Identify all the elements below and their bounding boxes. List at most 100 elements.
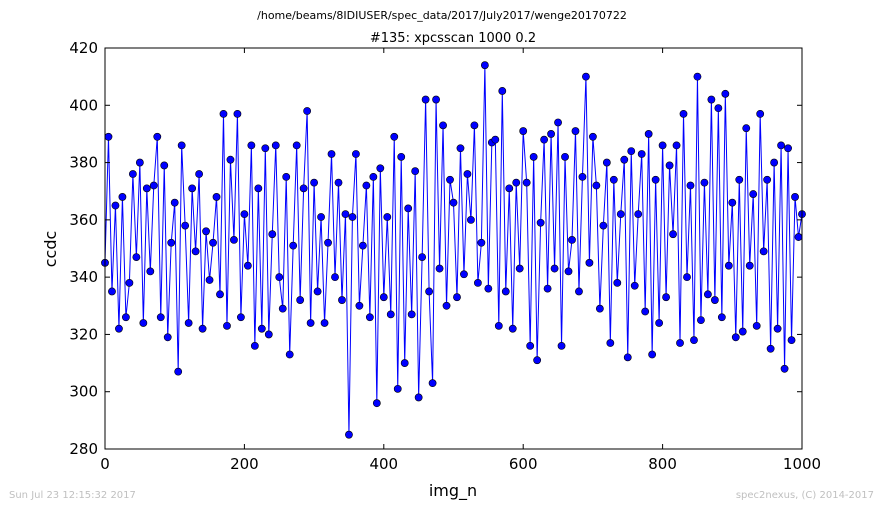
data-point (585, 258, 594, 267)
data-point (463, 170, 472, 178)
data-point (710, 296, 719, 304)
data-point (777, 141, 785, 150)
data-point (630, 281, 639, 290)
chart-title: #135: xpcsscan 1000 0.2 (370, 31, 536, 46)
data-point (627, 147, 636, 156)
data-point (104, 132, 113, 141)
data-point (651, 175, 660, 184)
data-point (571, 127, 580, 135)
data-point (658, 141, 667, 150)
data-point (533, 356, 542, 365)
data-point (257, 324, 266, 333)
plot-area (101, 61, 806, 439)
data-point (425, 287, 434, 296)
data-point (435, 264, 444, 273)
data-point (264, 330, 273, 339)
footer-credit: spec2nexus, (C) 2014-2017 (736, 490, 874, 501)
series-line (104, 65, 803, 435)
data-point (163, 333, 172, 342)
data-point (341, 210, 350, 219)
data-point (111, 201, 120, 210)
data-point (118, 193, 127, 201)
data-point (400, 359, 409, 367)
data-point (160, 161, 169, 170)
data-point (289, 241, 298, 250)
data-point (317, 213, 325, 221)
data-point (202, 227, 210, 236)
data-point (717, 313, 726, 322)
data-point (365, 313, 374, 322)
data-point (428, 379, 437, 388)
data-point (219, 109, 228, 118)
data-point (313, 287, 322, 296)
data-point (662, 293, 670, 302)
data-point (745, 261, 754, 270)
data-point (324, 238, 332, 247)
data-point (665, 161, 674, 170)
data-point (690, 336, 698, 345)
y-tick-label: 280 (69, 440, 98, 458)
data-point (749, 190, 758, 198)
data-point (780, 364, 789, 373)
data-point (397, 152, 406, 161)
data-point (595, 304, 604, 313)
data-point (759, 247, 768, 256)
data-point (770, 158, 779, 167)
y-tick-label: 300 (69, 383, 98, 401)
data-point (791, 193, 799, 201)
data-point (742, 124, 751, 133)
data-point (460, 270, 468, 279)
data-point (477, 238, 486, 247)
data-point (358, 241, 367, 250)
data-point (620, 155, 629, 164)
data-point (453, 293, 461, 302)
data-point (379, 293, 388, 302)
data-point (278, 304, 287, 313)
data-point (707, 95, 716, 104)
data-point (132, 253, 141, 261)
data-point (763, 175, 772, 184)
data-point (198, 324, 207, 333)
data-point (735, 175, 744, 184)
data-point (526, 341, 535, 350)
data-point (655, 319, 664, 327)
x-tick-label: 800 (648, 455, 677, 473)
data-point (683, 273, 691, 282)
data-point (212, 193, 221, 201)
data-point (195, 170, 203, 178)
data-point (223, 321, 231, 330)
data-point (355, 301, 364, 310)
data-point (449, 198, 458, 207)
data-point (306, 319, 315, 327)
data-point (637, 150, 646, 158)
data-point (334, 178, 343, 187)
data-point (609, 175, 618, 184)
data-point (390, 132, 399, 141)
data-point (686, 181, 695, 190)
data-point (362, 181, 371, 190)
data-point (115, 324, 123, 333)
data-point (170, 198, 179, 207)
data-point (230, 236, 238, 244)
data-point (491, 135, 500, 144)
data-point (299, 184, 308, 193)
data-point (156, 313, 165, 322)
axis-ticks: 0 200 400 600 800 1000 280 300 320 340 360 380 400 42… (69, 39, 821, 473)
x-tick-label: 1000 (783, 455, 821, 473)
data-point (153, 132, 162, 141)
data-point (282, 172, 291, 181)
data-point (550, 264, 559, 273)
data-point (700, 178, 709, 187)
data-point (439, 121, 447, 130)
data-point (128, 170, 137, 178)
data-point (634, 210, 643, 219)
data-point (714, 104, 723, 113)
data-point (303, 107, 312, 115)
data-point (348, 213, 357, 221)
data-point (174, 367, 183, 376)
data-point (731, 333, 740, 342)
data-point (484, 284, 493, 293)
data-point (135, 158, 144, 167)
data-point (209, 238, 217, 247)
